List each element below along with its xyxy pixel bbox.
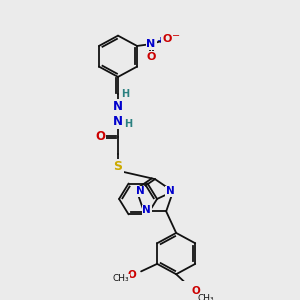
Text: CH₃: CH₃: [113, 274, 129, 284]
Text: N: N: [166, 186, 174, 197]
Text: +: +: [156, 36, 163, 45]
Text: H: H: [121, 89, 129, 99]
Text: O: O: [192, 286, 200, 296]
Text: CH₃: CH₃: [198, 294, 214, 300]
Text: N: N: [136, 186, 144, 197]
Text: O: O: [146, 52, 156, 62]
Text: O: O: [162, 34, 172, 44]
Text: O: O: [95, 130, 105, 143]
Text: N: N: [113, 116, 123, 128]
Text: N: N: [146, 39, 156, 49]
Text: S: S: [113, 160, 122, 173]
Text: N: N: [142, 206, 151, 215]
Text: H: H: [124, 119, 132, 129]
Text: N: N: [113, 100, 123, 113]
Text: −: −: [172, 31, 180, 40]
Text: O: O: [128, 270, 136, 280]
